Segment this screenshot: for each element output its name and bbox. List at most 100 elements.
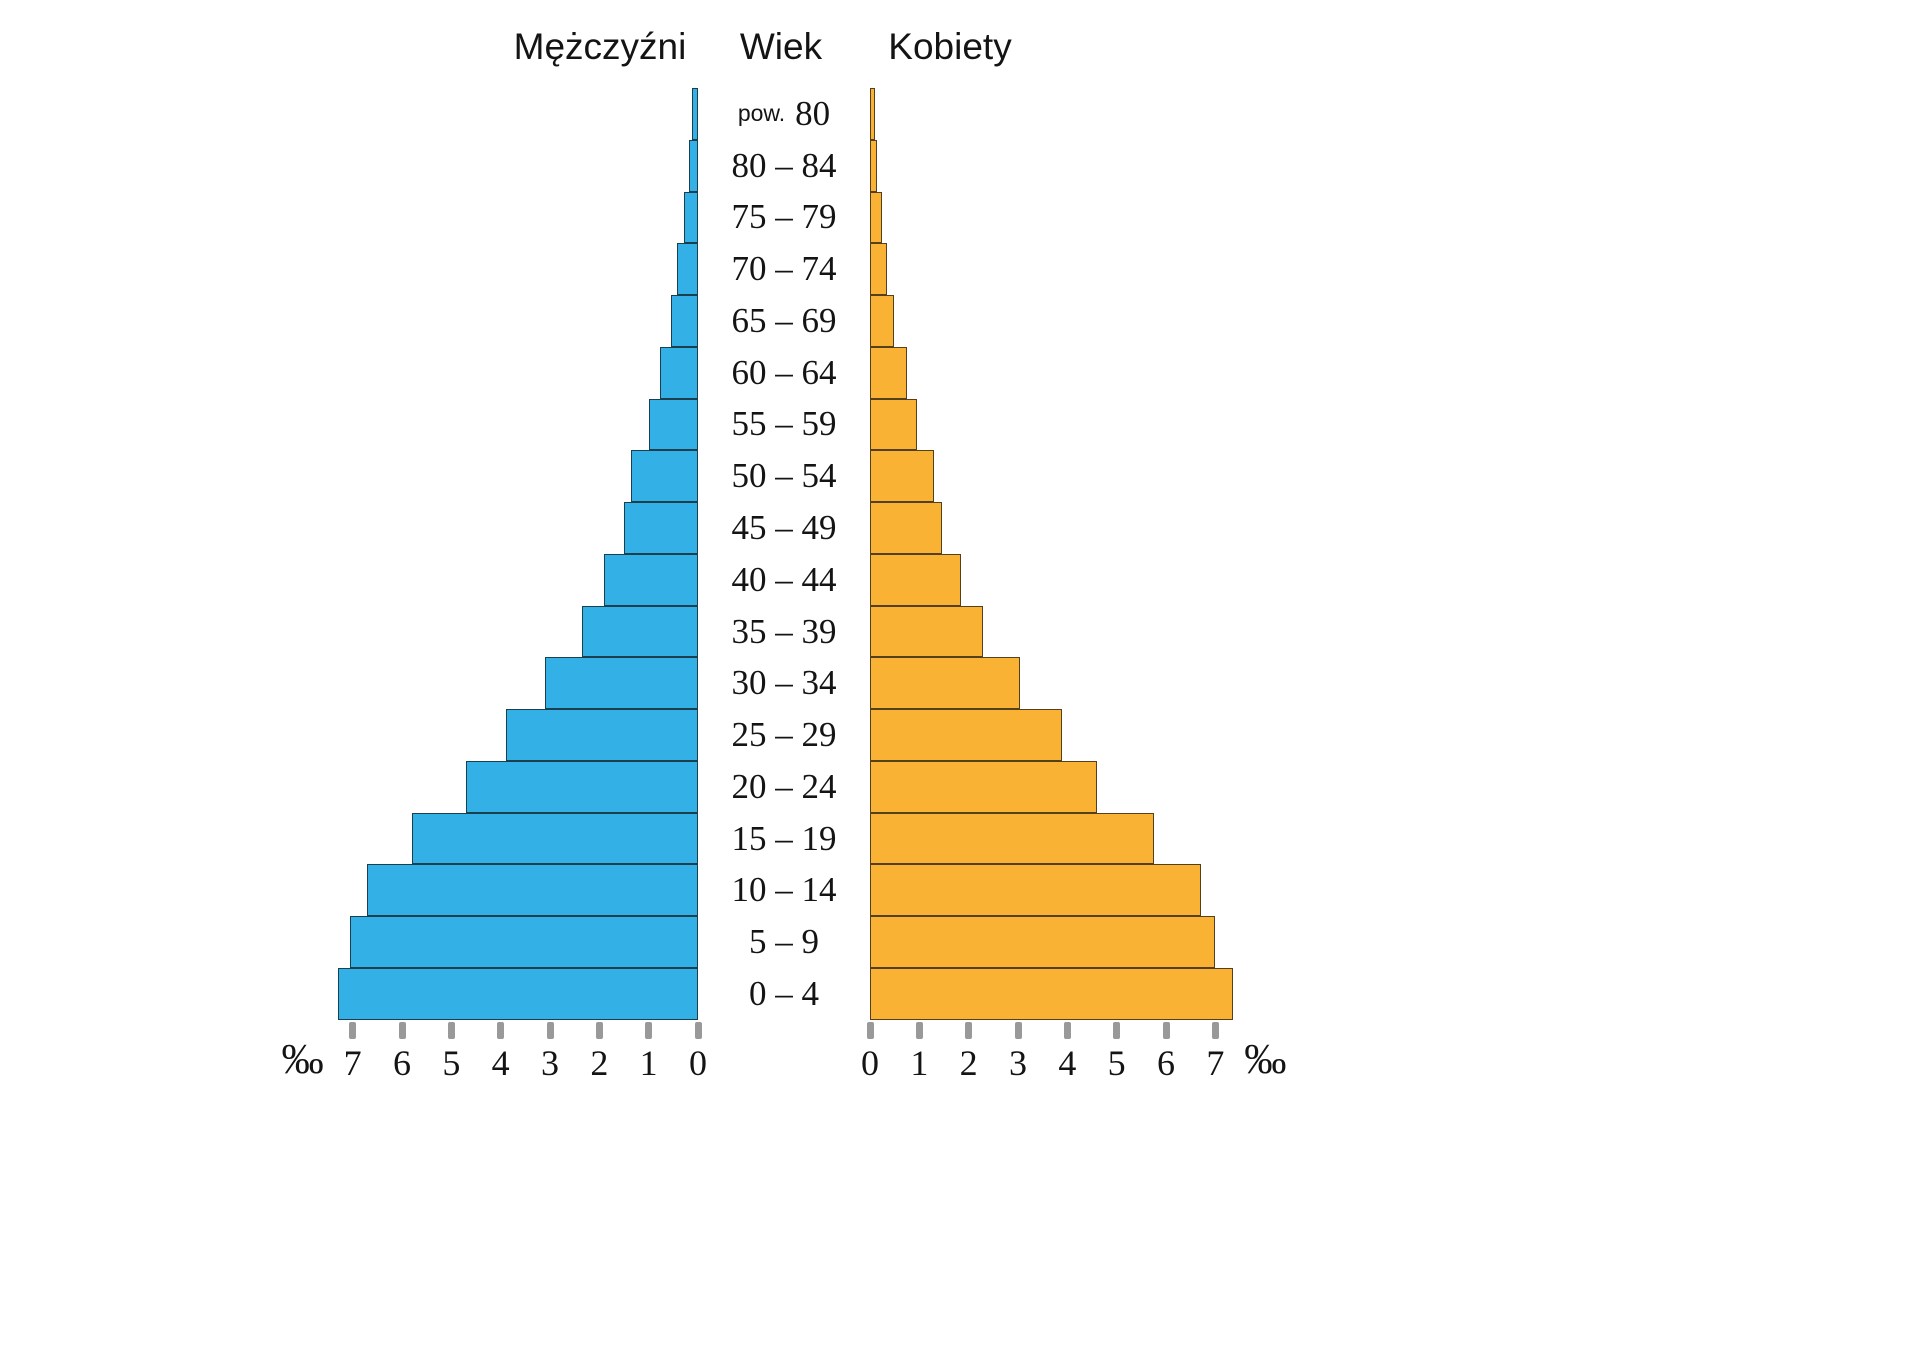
women-bar-cell (870, 502, 1240, 554)
men-bar-55–59 (648, 398, 698, 451)
pyramid-row: 35 – 39 (328, 605, 1240, 658)
men-bar-5–9 (350, 916, 698, 969)
pyramid-row: 50 – 54 (328, 450, 1240, 503)
men-bar-15–19 (411, 812, 698, 865)
men-bar-80–84 (689, 139, 698, 192)
women-bar-30–34 (870, 657, 1021, 710)
women-bar-20–24 (870, 760, 1097, 813)
men-bar-cell (328, 709, 698, 761)
women-bar-pow.80 (870, 88, 875, 140)
women-bar-40–44 (870, 553, 962, 606)
axis-tick-label: 5 (442, 1043, 461, 1083)
age-group-label: 65 – 69 (731, 300, 837, 340)
women-bar-cell (870, 968, 1240, 1020)
pyramid-row: 25 – 29 (328, 709, 1240, 761)
women-bar-cell (870, 605, 1240, 658)
axis-tick (1211, 1022, 1219, 1039)
women-bar-cell (870, 398, 1240, 451)
men-bar-cell (328, 139, 698, 192)
women-bar-35–39 (870, 605, 984, 658)
women-bar-70–74 (870, 243, 888, 296)
axis-tick-label: 2 (590, 1043, 609, 1083)
women-bar-cell (870, 139, 1240, 192)
men-bar-cell (328, 295, 698, 347)
women-header: Kobiety (888, 26, 1012, 67)
men-bar-35–39 (582, 605, 698, 658)
pyramid-row: 40 – 44 (328, 553, 1240, 606)
men-header: Mężczyźni (513, 26, 687, 67)
pyramid-row: 5 – 9 (328, 916, 1240, 969)
age-group-label: 75 – 79 (731, 197, 837, 237)
women-bar-45–49 (870, 502, 942, 554)
pyramid-row: 45 – 49 (328, 502, 1240, 554)
age-group-label: 40 – 44 (731, 559, 837, 599)
axis-tick-label: 1 (910, 1043, 929, 1083)
women-bar-cell (870, 760, 1240, 813)
axis-tick (447, 1022, 455, 1039)
axis-tick (694, 1022, 702, 1039)
permille-symbol-left: ‰ (281, 1037, 324, 1083)
men-bar-cell (328, 88, 698, 140)
women-bar-10–14 (870, 864, 1201, 917)
axis-tick-label: 0 (861, 1043, 879, 1083)
pyramid-rows: pow. 80 80 – 84 75 – 79 70 – 74 65 – 69 60 – 6… (328, 88, 1240, 1020)
men-bar-65–69 (670, 295, 698, 347)
men-bar-cell (328, 605, 698, 658)
axis-tick-label: 6 (1157, 1043, 1175, 1083)
age-group-label: 60 – 64 (731, 352, 837, 392)
women-bar-cell (870, 657, 1240, 710)
men-bar-45–49 (624, 502, 698, 554)
axis-tick (866, 1022, 874, 1039)
women-bar-cell (870, 553, 1240, 606)
axis-tick (915, 1022, 923, 1039)
axis-tick-label: 7 (343, 1043, 362, 1083)
women-bar-cell (870, 295, 1240, 347)
age-group-label: pow. 80 (737, 93, 831, 133)
axis-tick (349, 1022, 357, 1039)
men-bar-cell (328, 346, 698, 399)
women-bar-cell (870, 709, 1240, 761)
pyramid-row: 0 – 4 (328, 968, 1240, 1020)
men-bar-cell (328, 191, 698, 244)
men-bar-cell (328, 243, 698, 296)
men-bar-0–4 (337, 968, 698, 1020)
women-bar-cell (870, 864, 1240, 917)
axis-tick (1063, 1022, 1071, 1039)
pow-prefix: pow. (737, 100, 786, 127)
axis-tick-label: 4 (491, 1043, 510, 1083)
pyramid-row: 60 – 64 (328, 346, 1240, 399)
axis-tick-label: 5 (1107, 1043, 1126, 1083)
men-bar-cell (328, 760, 698, 813)
women-bar-50–54 (870, 450, 935, 503)
age-header: Wiek (739, 26, 823, 67)
women-bar-cell (870, 191, 1240, 244)
men-bar-cell (328, 553, 698, 606)
pyramid-row: 65 – 69 (328, 295, 1240, 347)
age-group-label: 45 – 49 (731, 508, 837, 547)
age-group-label: 20 – 24 (731, 766, 837, 806)
men-bar-pow.80 (692, 88, 698, 140)
age-group-label: 55 – 59 (731, 404, 837, 444)
men-bar-25–29 (505, 709, 698, 761)
women-bar-cell (870, 812, 1240, 865)
pyramid-row: 20 – 24 (328, 760, 1240, 813)
axis-tick (546, 1022, 554, 1039)
permille-symbol-right: ‰ (1244, 1037, 1287, 1083)
men-bar-cell (328, 812, 698, 865)
age-group-label: 5 – 9 (749, 922, 819, 962)
pyramid-row: 30 – 34 (328, 657, 1240, 710)
axis-tick-label: 6 (393, 1043, 411, 1083)
axis-tick-label: 3 (1009, 1043, 1027, 1083)
axis-tick (1113, 1022, 1121, 1039)
age-group-label: 25 – 29 (731, 715, 837, 755)
axis-tick (497, 1022, 505, 1039)
age-group-label: 50 – 54 (731, 456, 837, 496)
age-group-label: 10 – 14 (731, 870, 837, 910)
axis-tick (645, 1022, 653, 1039)
pyramid-row: 15 – 19 (328, 812, 1240, 865)
men-bar-60–64 (659, 346, 698, 399)
women-bar-cell (870, 88, 1240, 140)
men-bar-75–79 (684, 191, 698, 244)
women-bar-cell (870, 346, 1240, 399)
